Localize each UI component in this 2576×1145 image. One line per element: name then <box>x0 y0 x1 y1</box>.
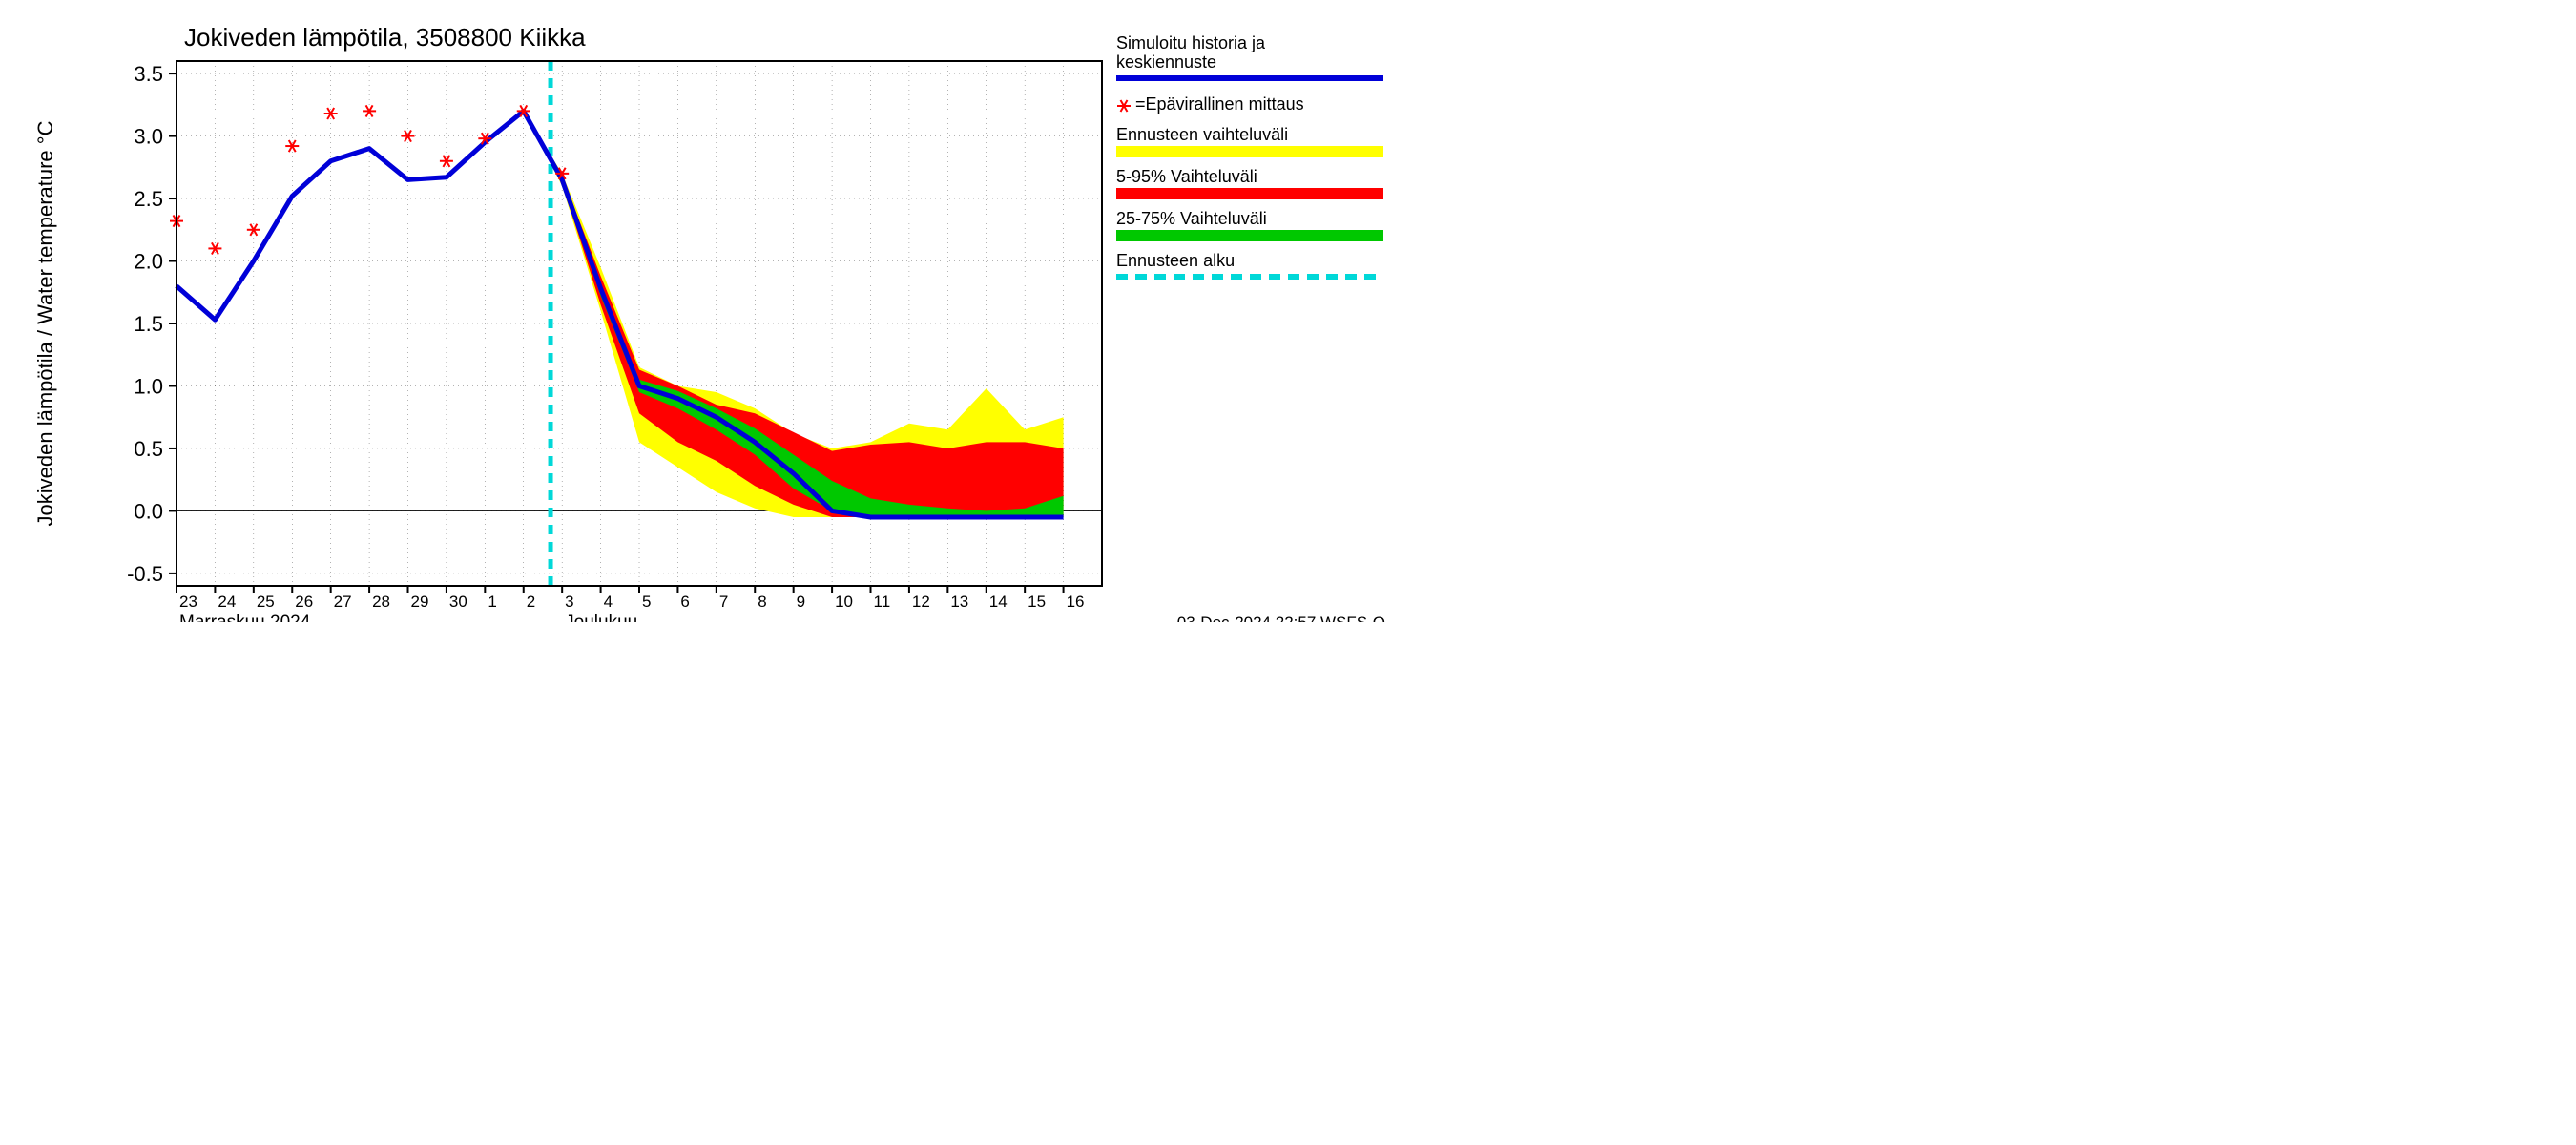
y-tick-label: 3.5 <box>134 62 163 86</box>
y-tick-label: -0.5 <box>127 562 163 586</box>
y-axis-label: Jokiveden lämpötila / Water temperature … <box>33 120 57 526</box>
chart-container: -0.50.00.51.01.52.02.53.03.5232425262728… <box>0 0 1397 622</box>
x-tick-label: 15 <box>1028 593 1046 611</box>
x-tick-label: 28 <box>372 593 390 611</box>
x-tick-label: 4 <box>604 593 613 611</box>
x-tick-label: 2 <box>527 593 535 611</box>
x-tick-label: 3 <box>565 593 573 611</box>
legend-swatch <box>1116 188 1383 199</box>
x-tick-label: 16 <box>1067 593 1085 611</box>
legend-label: =Epävirallinen mittaus <box>1135 94 1304 114</box>
x-tick-label: 26 <box>295 593 313 611</box>
y-tick-label: 0.0 <box>134 499 163 523</box>
forecast-chart: -0.50.00.51.01.52.02.53.03.5232425262728… <box>0 0 1397 622</box>
legend-label: 5-95% Vaihteluväli <box>1116 167 1257 186</box>
legend-swatch <box>1116 146 1383 157</box>
y-tick-label: 2.0 <box>134 250 163 274</box>
x-tick-label: 10 <box>835 593 853 611</box>
legend-label: Simuloitu historia ja <box>1116 33 1266 52</box>
chart-title: Jokiveden lämpötila, 3508800 Kiikka <box>184 23 586 52</box>
x-tick-label: 7 <box>719 593 728 611</box>
x-tick-label: 23 <box>179 593 197 611</box>
y-tick-label: 0.5 <box>134 437 163 461</box>
month-label: Marraskuu 2024 <box>179 613 311 622</box>
x-tick-label: 1 <box>488 593 496 611</box>
x-tick-label: 14 <box>989 593 1008 611</box>
timestamp: 03-Dec-2024 22:57 WSFS-O <box>1177 614 1385 622</box>
x-tick-label: 13 <box>950 593 968 611</box>
month-label: Joulukuu <box>565 613 637 622</box>
legend-label: 25-75% Vaihteluväli <box>1116 209 1267 228</box>
x-tick-label: 29 <box>411 593 429 611</box>
y-tick-label: 1.5 <box>134 312 163 336</box>
x-tick-label: 8 <box>758 593 766 611</box>
y-tick-label: 2.5 <box>134 187 163 211</box>
y-tick-label: 3.0 <box>134 125 163 149</box>
x-tick-label: 25 <box>257 593 275 611</box>
x-tick-label: 12 <box>912 593 930 611</box>
x-tick-label: 6 <box>680 593 689 611</box>
x-tick-label: 30 <box>449 593 467 611</box>
legend-swatch <box>1116 230 1383 241</box>
x-tick-label: 5 <box>642 593 651 611</box>
legend-label: Ennusteen vaihteluväli <box>1116 125 1288 144</box>
legend-label: keskiennuste <box>1116 52 1216 72</box>
y-tick-label: 1.0 <box>134 374 163 398</box>
legend-label: Ennusteen alku <box>1116 251 1235 270</box>
x-tick-label: 24 <box>218 593 236 611</box>
x-tick-label: 9 <box>797 593 805 611</box>
x-tick-label: 27 <box>334 593 352 611</box>
x-tick-label: 11 <box>874 593 891 611</box>
